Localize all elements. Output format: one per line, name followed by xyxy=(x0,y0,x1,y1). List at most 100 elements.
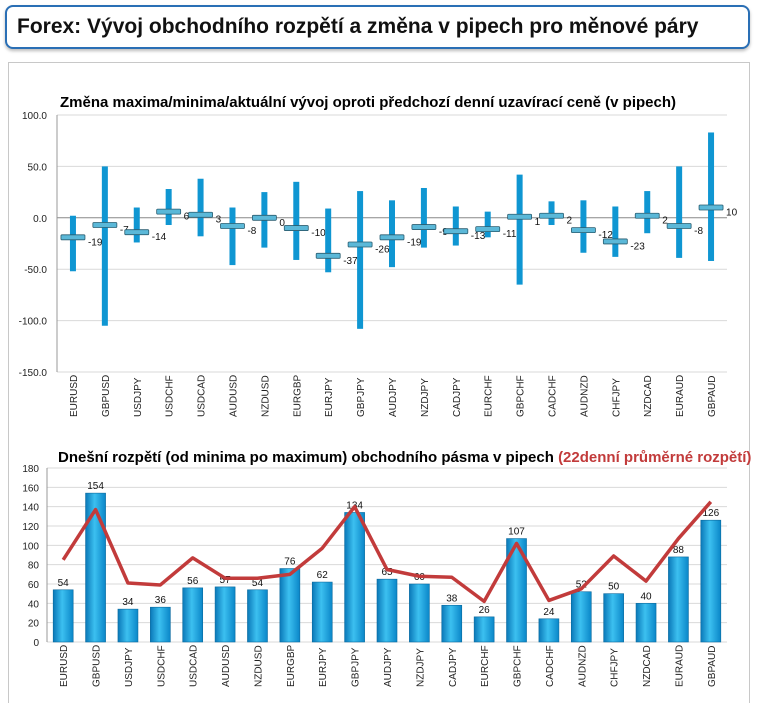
y-tick-label: 180 xyxy=(22,464,39,475)
x-tick-label: CADJPY xyxy=(448,647,459,687)
current-marker-gbpusd xyxy=(92,222,118,228)
x-tick-label: USDCHF xyxy=(165,375,176,417)
data-label: 34 xyxy=(122,597,134,608)
x-tick-label: USDCAD xyxy=(197,375,208,417)
x-tick-label: AUDUSD xyxy=(228,375,239,417)
range-bar-nzdjpy xyxy=(420,187,427,248)
range-bar-audnzd xyxy=(580,200,587,253)
x-tick-label: NZDJPY xyxy=(415,648,426,687)
data-label: 54 xyxy=(252,578,264,589)
range-bar-gbpjpy xyxy=(344,512,365,643)
range-bar-cadjpy xyxy=(452,206,459,246)
data-label: 62 xyxy=(317,570,329,581)
data-label: 40 xyxy=(640,591,652,602)
y-tick-label: 100.0 xyxy=(22,111,47,122)
y-tick-label: -150.0 xyxy=(19,368,48,379)
range-bar-gbpchf xyxy=(516,174,523,285)
range-bar-gbpaud xyxy=(708,132,715,261)
x-tick-label: GBPCHF xyxy=(516,375,527,417)
x-tick-label: CHFJPY xyxy=(610,648,621,687)
range-bar-usdcad xyxy=(197,178,204,237)
current-marker-audjpy xyxy=(379,234,405,241)
current-marker-usdjpy xyxy=(124,229,150,236)
range-bar-eurusd xyxy=(69,215,76,272)
x-tick-label: USDJPY xyxy=(133,377,144,417)
current-marker-usdcad xyxy=(188,211,213,218)
data-label: 10 xyxy=(726,208,738,219)
x-tick-label: EURJPY xyxy=(324,377,335,417)
data-label: 26 xyxy=(479,605,491,616)
range-bar-eurjpy xyxy=(325,208,332,273)
x-tick-label: EURJPY xyxy=(318,647,329,687)
x-tick-label: AUDNZD xyxy=(579,375,590,417)
page-title: Forex: Vývoj obchodního rozpětí a změna … xyxy=(17,15,699,38)
range-bar-audjpy xyxy=(389,200,395,268)
data-label: 36 xyxy=(155,595,167,606)
x-tick-label: GBPJPY xyxy=(356,377,367,417)
y-tick-label: 0 xyxy=(33,638,39,649)
range-bar-gbpusd xyxy=(85,492,106,643)
current-marker-eurchf xyxy=(475,226,501,233)
data-label: 50 xyxy=(608,582,620,593)
range-bar-cadchf xyxy=(538,618,560,643)
x-tick-label: AUDUSD xyxy=(221,645,232,687)
data-label: 54 xyxy=(58,578,70,589)
data-label: 88 xyxy=(673,545,685,556)
range-bar-usdjpy xyxy=(133,207,140,243)
data-label: 57 xyxy=(220,575,232,586)
x-tick-label: EURAUD xyxy=(674,645,685,687)
data-label: -10 xyxy=(311,228,326,239)
x-tick-label: AUDJPY xyxy=(388,377,399,417)
data-label: -23 xyxy=(630,241,645,252)
x-tick-label: NZDCAD xyxy=(643,375,654,417)
range-bar-eurchf xyxy=(473,616,495,643)
x-tick-label: USDJPY xyxy=(124,647,135,687)
current-marker-eurusd xyxy=(60,234,86,241)
current-marker-cadjpy xyxy=(443,228,469,235)
range-bar-eurgbp xyxy=(279,568,301,643)
data-label: 6 xyxy=(184,212,190,223)
data-label: -19 xyxy=(88,237,103,248)
x-tick-label: GBPCHF xyxy=(513,645,524,687)
data-label: 52 xyxy=(576,580,588,591)
x-tick-label: GBPUSD xyxy=(101,375,112,417)
data-label: -26 xyxy=(375,245,390,256)
range-bar-audusd xyxy=(214,586,236,643)
data-label: 126 xyxy=(702,508,719,519)
x-tick-label: EURGBP xyxy=(292,374,303,417)
range-bar-nzdjpy xyxy=(409,583,430,643)
range-bar-chfjpy xyxy=(603,593,624,643)
data-label: -14 xyxy=(152,232,167,243)
y-tick-label: 60 xyxy=(28,580,40,591)
current-marker-eurgbp xyxy=(283,225,309,231)
current-marker-chfjpy xyxy=(602,238,628,245)
y-tick-label: 80 xyxy=(28,561,40,572)
data-label: 154 xyxy=(87,481,104,492)
range-bar-euraud xyxy=(676,166,683,258)
range-bar-usdcad xyxy=(182,587,204,643)
data-label: -11 xyxy=(503,229,517,240)
y-tick-label: 20 xyxy=(28,619,40,630)
x-tick-label: GBPUSD xyxy=(92,645,103,687)
y-tick-label: -50.0 xyxy=(24,265,47,276)
x-tick-label: AUDJPY xyxy=(383,647,394,687)
page-header: Forex: Vývoj obchodního rozpětí a změna … xyxy=(5,5,750,49)
data-label: 107 xyxy=(508,527,525,538)
avg22-line xyxy=(61,500,713,604)
data-label: -8 xyxy=(247,226,256,237)
range-bar-audnzd xyxy=(570,591,592,643)
x-tick-label: EURCHF xyxy=(484,375,495,417)
range-bar-eurgbp xyxy=(293,181,300,260)
x-tick-label: AUDNZD xyxy=(577,645,588,687)
data-label: 1 xyxy=(535,217,541,228)
x-tick-label: EURUSD xyxy=(69,375,80,417)
range-bar-eurjpy xyxy=(311,581,333,643)
x-tick-label: NZDUSD xyxy=(260,375,271,417)
current-marker-nzdcad xyxy=(634,212,660,219)
current-marker-gbpaud xyxy=(698,204,724,211)
data-label: 38 xyxy=(446,593,458,604)
range-bar-nzdcad xyxy=(635,603,657,643)
range-bar-audjpy xyxy=(376,578,398,643)
y-tick-label: -100.0 xyxy=(19,317,48,328)
y-tick-label: 160 xyxy=(22,483,39,494)
